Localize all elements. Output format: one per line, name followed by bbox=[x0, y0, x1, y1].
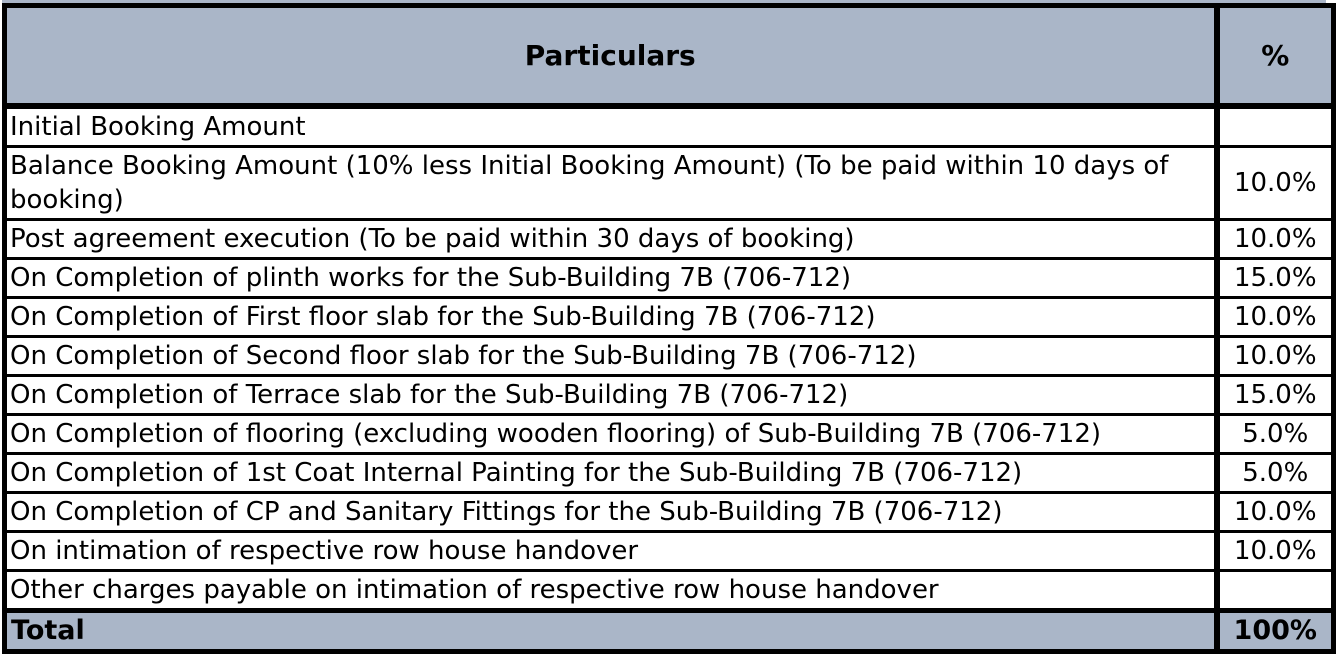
percent-cell: 10.0% bbox=[1215, 335, 1335, 377]
table-row: On Completion of Terrace slab for the Su… bbox=[3, 374, 1335, 416]
table-row: Initial Booking Amount bbox=[3, 104, 1335, 148]
table-row: On Completion of Second floor slab for t… bbox=[3, 335, 1335, 377]
particulars-cell: Other charges payable on intimation of r… bbox=[3, 569, 1220, 612]
total-label-cell: Total bbox=[3, 608, 1220, 653]
table-row: Other charges payable on intimation of r… bbox=[3, 569, 1335, 612]
table-row: Post agreement execution (To be paid wit… bbox=[3, 218, 1335, 260]
table-row: On Completion of First floor slab for th… bbox=[3, 296, 1335, 338]
table-row: On intimation of respective row house ha… bbox=[3, 530, 1335, 572]
percent-cell bbox=[1215, 569, 1335, 612]
column-header-percent: % bbox=[1215, 4, 1335, 109]
table-row: On Completion of flooring (excluding woo… bbox=[3, 413, 1335, 455]
particulars-cell: Initial Booking Amount bbox=[3, 104, 1220, 148]
percent-cell: 15.0% bbox=[1215, 374, 1335, 416]
percent-cell: 10.0% bbox=[1215, 296, 1335, 338]
percent-cell: 5.0% bbox=[1215, 413, 1335, 455]
top-edge-sliver bbox=[2, 0, 1326, 3]
payment-schedule-table: Particulars % Initial Booking Amount Bal… bbox=[2, 3, 1336, 654]
particulars-cell: On Completion of 1st Coat Internal Paint… bbox=[3, 452, 1220, 494]
column-header-particulars: Particulars bbox=[3, 4, 1220, 109]
particulars-cell: On intimation of respective row house ha… bbox=[3, 530, 1220, 572]
particulars-cell: Post agreement execution (To be paid wit… bbox=[3, 218, 1220, 260]
percent-cell: 10.0% bbox=[1215, 530, 1335, 572]
percent-cell: 10.0% bbox=[1215, 491, 1335, 533]
percent-cell: 10.0% bbox=[1215, 145, 1335, 221]
table-row: On Completion of 1st Coat Internal Paint… bbox=[3, 452, 1335, 494]
particulars-cell: On Completion of CP and Sanitary Fitting… bbox=[3, 491, 1220, 533]
total-row: Total 100% bbox=[3, 608, 1335, 653]
particulars-cell: On Completion of Terrace slab for the Su… bbox=[3, 374, 1220, 416]
percent-cell bbox=[1215, 104, 1335, 148]
percent-cell: 5.0% bbox=[1215, 452, 1335, 494]
particulars-cell: On Completion of plinth works for the Su… bbox=[3, 257, 1220, 299]
table-row: On Completion of CP and Sanitary Fitting… bbox=[3, 491, 1335, 533]
total-percent-cell: 100% bbox=[1215, 608, 1335, 653]
particulars-cell: On Completion of flooring (excluding woo… bbox=[3, 413, 1220, 455]
table-row: Balance Booking Amount (10% less Initial… bbox=[3, 145, 1335, 221]
header-row: Particulars % bbox=[3, 4, 1335, 109]
particulars-cell: On Completion of Second floor slab for t… bbox=[3, 335, 1220, 377]
percent-cell: 15.0% bbox=[1215, 257, 1335, 299]
table-row: On Completion of plinth works for the Su… bbox=[3, 257, 1335, 299]
particulars-cell: On Completion of First floor slab for th… bbox=[3, 296, 1220, 338]
particulars-cell: Balance Booking Amount (10% less Initial… bbox=[3, 145, 1220, 221]
percent-cell: 10.0% bbox=[1215, 218, 1335, 260]
